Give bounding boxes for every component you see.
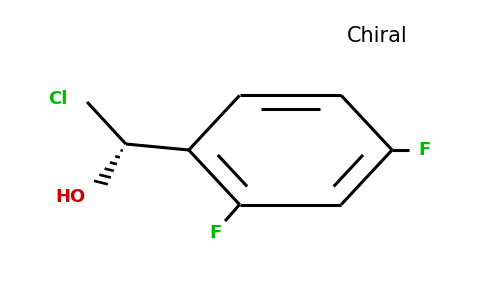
Text: F: F bbox=[209, 224, 222, 242]
Text: HO: HO bbox=[55, 188, 85, 206]
Text: Chiral: Chiral bbox=[347, 26, 408, 46]
Text: Cl: Cl bbox=[48, 90, 68, 108]
Text: F: F bbox=[418, 141, 431, 159]
